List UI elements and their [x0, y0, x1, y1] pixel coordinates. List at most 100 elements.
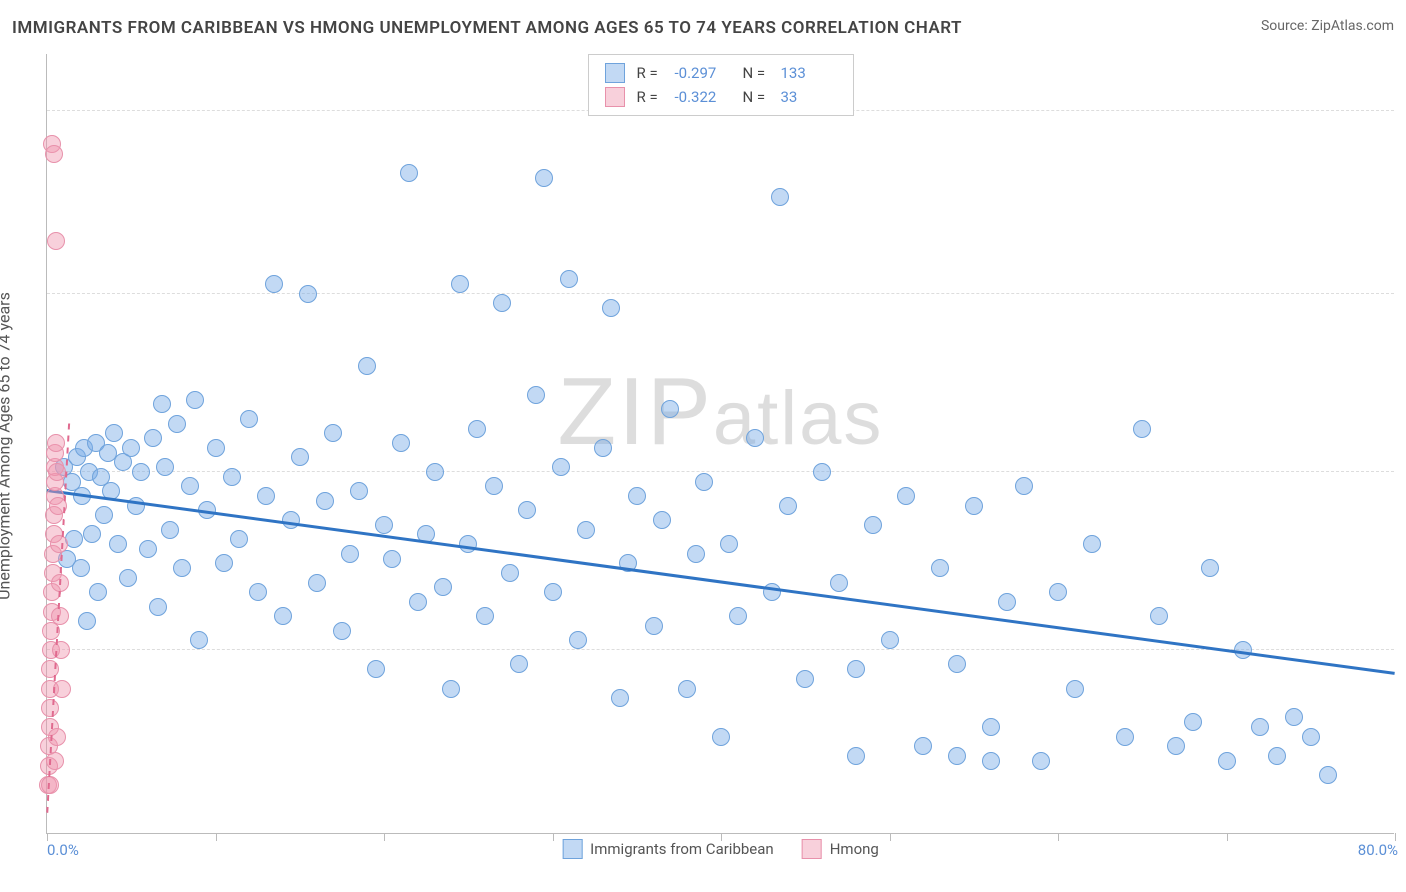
series-legend: Immigrants from Caribbean Hmong — [554, 839, 887, 859]
y-tick-label: 3.8% — [1400, 641, 1406, 659]
data-point — [602, 299, 620, 317]
n-value-2: 33 — [781, 88, 837, 106]
data-point — [223, 468, 241, 486]
data-point — [341, 545, 359, 563]
data-point — [914, 737, 932, 755]
data-point — [594, 439, 612, 457]
data-point — [1268, 747, 1286, 765]
data-point — [1032, 752, 1050, 770]
data-point — [426, 463, 444, 481]
data-point — [931, 559, 949, 577]
data-point — [1150, 607, 1168, 625]
data-point — [1133, 420, 1151, 438]
data-point — [518, 501, 536, 519]
data-point — [358, 357, 376, 375]
data-point — [41, 699, 59, 717]
data-point — [1066, 680, 1084, 698]
data-point — [501, 564, 519, 582]
data-point — [282, 511, 300, 529]
data-point — [257, 487, 275, 505]
data-point — [190, 631, 208, 649]
data-point — [611, 689, 629, 707]
x-axis-max-label: 80.0% — [1358, 841, 1398, 859]
r-value-2: -0.322 — [675, 88, 731, 106]
data-point — [1319, 766, 1337, 784]
data-point — [645, 617, 663, 635]
data-point — [544, 583, 562, 601]
x-tick — [47, 833, 48, 841]
data-point — [1285, 708, 1303, 726]
data-point — [1218, 752, 1236, 770]
data-point — [186, 391, 204, 409]
data-point — [291, 448, 309, 466]
data-point — [1251, 718, 1269, 736]
data-point — [50, 535, 68, 553]
correlation-legend: R = -0.297 N = 133 R = -0.322 N = 33 — [588, 54, 854, 116]
data-point — [965, 497, 983, 515]
data-point — [577, 521, 595, 539]
data-point — [299, 285, 317, 303]
series1-swatch-bottom — [562, 839, 582, 859]
n-label-1: N = — [743, 64, 769, 82]
data-point — [105, 424, 123, 442]
r-value-1: -0.297 — [675, 64, 731, 82]
data-point — [1083, 535, 1101, 553]
y-tick-label: 11.2% — [1400, 285, 1406, 303]
data-point — [383, 550, 401, 568]
data-point — [847, 660, 865, 678]
data-point — [89, 583, 107, 601]
x-tick — [1395, 833, 1396, 841]
y-axis-label: Unemployment Among Ages 65 to 74 years — [0, 138, 14, 446]
data-point — [83, 525, 101, 543]
data-point — [653, 511, 671, 529]
legend-item-series2: Hmong — [802, 839, 879, 859]
data-point — [729, 607, 747, 625]
data-point — [720, 535, 738, 553]
series2-swatch-bottom — [802, 839, 822, 859]
data-point — [207, 439, 225, 457]
data-point — [897, 487, 915, 505]
data-point — [41, 660, 59, 678]
data-point — [998, 593, 1016, 611]
data-point — [95, 506, 113, 524]
grid-line — [47, 293, 1394, 294]
chart-header: IMMIGRANTS FROM CARIBBEAN VS HMONG UNEMP… — [12, 18, 1394, 38]
data-point — [687, 545, 705, 563]
r-label-1: R = — [637, 64, 663, 82]
x-tick — [384, 833, 385, 841]
data-point — [1049, 583, 1067, 601]
data-point — [678, 680, 696, 698]
source-attribution: Source: ZipAtlas.com — [1261, 18, 1394, 34]
data-point — [324, 424, 342, 442]
data-point — [569, 631, 587, 649]
data-point — [1184, 713, 1202, 731]
grid-line — [47, 649, 1394, 650]
source-label: Source: — [1261, 18, 1311, 34]
data-point — [333, 622, 351, 640]
data-point — [168, 415, 186, 433]
data-point — [813, 463, 831, 481]
data-point — [274, 607, 292, 625]
legend-row-series1: R = -0.297 N = 133 — [605, 61, 837, 85]
data-point — [119, 569, 137, 587]
legend-item-series1: Immigrants from Caribbean — [562, 839, 774, 859]
n-label-2: N = — [743, 88, 769, 106]
data-point — [72, 559, 90, 577]
x-tick — [890, 833, 891, 841]
data-point — [476, 607, 494, 625]
n-value-1: 133 — [781, 64, 837, 82]
data-point — [779, 497, 797, 515]
x-tick — [1058, 833, 1059, 841]
scatter-plot-area: ZIPatlas R = -0.297 N = 133 R = -0.322 N… — [46, 54, 1394, 834]
data-point — [45, 145, 63, 163]
data-point — [181, 477, 199, 495]
data-point — [442, 680, 460, 698]
data-point — [48, 463, 66, 481]
data-point — [948, 747, 966, 765]
data-point — [249, 583, 267, 601]
grid-line — [47, 471, 1394, 472]
data-point — [712, 728, 730, 746]
data-point — [434, 578, 452, 596]
data-point — [153, 395, 171, 413]
series2-name: Hmong — [830, 840, 879, 858]
